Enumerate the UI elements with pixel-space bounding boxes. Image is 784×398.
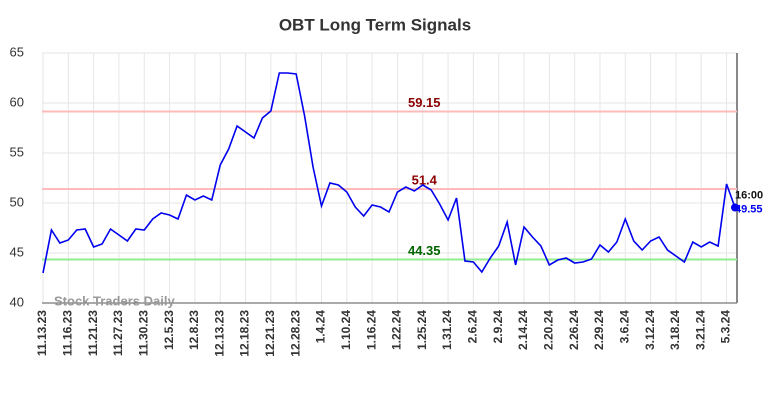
x-tick-label: 2.6.24	[466, 310, 480, 344]
x-tick-label: 12.13.23	[212, 310, 226, 357]
last-value: 49.55	[735, 203, 763, 215]
x-tick-label: 2.29.24	[592, 310, 606, 350]
x-tick-label: 3.12.24	[643, 310, 657, 350]
x-tick-label: 5.3.24	[719, 310, 733, 344]
price-line	[42, 72, 736, 274]
x-tick-label: 12.21.23	[263, 310, 277, 357]
last-point	[731, 203, 739, 212]
signal-label: 44.35	[408, 243, 441, 258]
y-tick-label: 40	[10, 294, 24, 309]
x-tick-label: 11.16.23	[60, 310, 74, 356]
y-tick-label: 45	[10, 244, 24, 259]
signal-label: 59.15	[408, 95, 441, 110]
x-tick-label: 11.30.23	[136, 310, 150, 356]
x-tick-label: 2.20.24	[542, 310, 556, 350]
x-tick-label: 11.27.23	[111, 310, 125, 356]
y-tick-label: 50	[10, 194, 24, 209]
signal-label: 51.4	[412, 172, 438, 187]
x-tick-label: 12.28.23	[288, 310, 302, 357]
y-tick-label: 55	[10, 144, 24, 159]
x-tick-label: 12.8.23	[187, 310, 201, 350]
x-tick-label: 2.14.24	[516, 310, 530, 350]
chart-title: OBT Long Term Signals	[279, 15, 471, 34]
x-tick-label: 3.6.24	[617, 310, 631, 344]
x-tick-label: 1.22.24	[390, 310, 404, 350]
last-time: 16:00	[735, 189, 763, 201]
x-tick-label: 2.26.24	[567, 310, 581, 350]
watermark: Stock Traders Daily	[54, 293, 175, 308]
x-tick-label: 1.10.24	[339, 310, 353, 350]
x-tick-label: 1.25.24	[415, 310, 429, 350]
x-tick-label: 11.21.23	[86, 310, 100, 356]
y-tick-label: 65	[10, 44, 24, 59]
x-tick-label: 2.9.24	[491, 310, 505, 344]
x-tick-label: 12.5.23	[162, 310, 176, 350]
x-tick-label: 1.31.24	[440, 310, 454, 350]
x-tick-label: 3.18.24	[668, 310, 682, 350]
x-tick-label: 12.18.23	[238, 310, 252, 357]
x-tick-label: 1.16.24	[364, 310, 378, 350]
x-tick-label: 11.13.23	[35, 310, 49, 356]
y-tick-label: 60	[10, 94, 24, 109]
x-tick-label: 1.4.24	[314, 310, 328, 344]
x-tick-label: 3.21.24	[693, 310, 707, 350]
